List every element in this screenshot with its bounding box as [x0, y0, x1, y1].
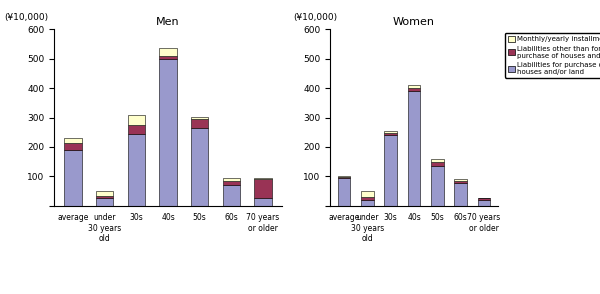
- Bar: [338, 176, 350, 177]
- Bar: [223, 185, 240, 206]
- Bar: [431, 162, 444, 166]
- Bar: [384, 133, 397, 135]
- Bar: [96, 196, 113, 198]
- Bar: [431, 159, 444, 162]
- Bar: [361, 197, 374, 200]
- Bar: [254, 179, 272, 198]
- Bar: [478, 198, 490, 200]
- Bar: [64, 138, 82, 143]
- Bar: [254, 178, 272, 179]
- Bar: [384, 135, 397, 206]
- Bar: [64, 143, 82, 150]
- Bar: [159, 59, 177, 206]
- Bar: [223, 181, 240, 185]
- Bar: [96, 198, 113, 206]
- Bar: [407, 88, 421, 91]
- Bar: [361, 200, 374, 206]
- Bar: [191, 117, 208, 119]
- Bar: [128, 115, 145, 125]
- Bar: [431, 166, 444, 206]
- Text: (¥10,000): (¥10,000): [293, 13, 337, 22]
- Bar: [454, 183, 467, 206]
- Bar: [361, 191, 374, 197]
- Bar: [338, 177, 350, 178]
- Bar: [191, 128, 208, 206]
- Bar: [407, 85, 421, 88]
- Bar: [159, 56, 177, 59]
- Bar: [96, 191, 113, 196]
- Bar: [407, 91, 421, 206]
- Bar: [254, 198, 272, 206]
- Bar: [223, 178, 240, 181]
- Bar: [159, 48, 177, 56]
- Bar: [64, 150, 82, 206]
- Bar: [454, 181, 467, 183]
- Bar: [128, 125, 145, 134]
- Text: (¥10,000): (¥10,000): [4, 13, 48, 22]
- Legend: Monthly/yearly installments, Liabilities other than for
purchase of houses and/o: Monthly/yearly installments, Liabilities…: [505, 33, 600, 78]
- Bar: [478, 200, 490, 206]
- Title: Men: Men: [156, 17, 180, 27]
- Bar: [128, 134, 145, 206]
- Bar: [454, 179, 467, 181]
- Bar: [384, 131, 397, 133]
- Bar: [338, 178, 350, 206]
- Bar: [191, 119, 208, 128]
- Title: Women: Women: [393, 17, 435, 27]
